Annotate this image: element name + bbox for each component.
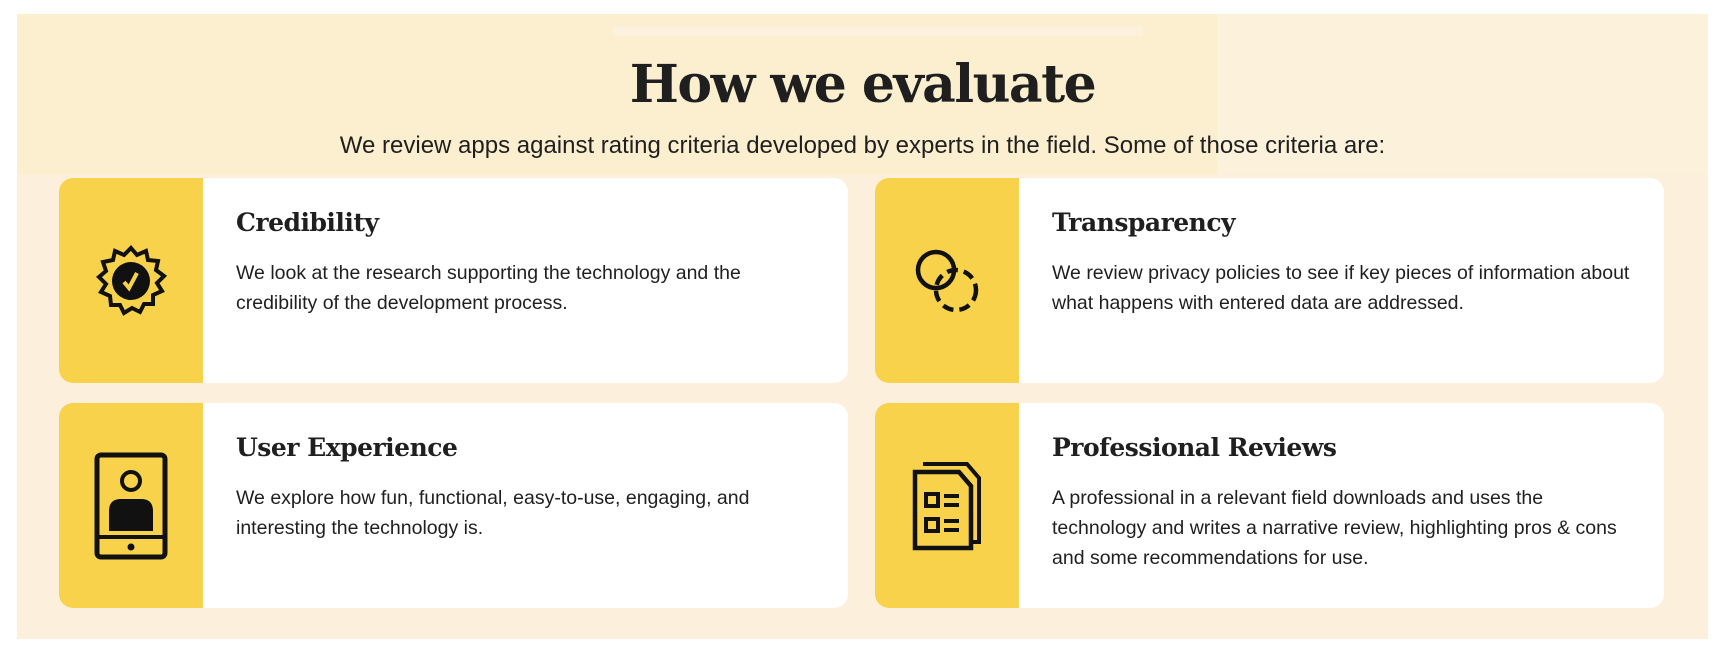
icon-strip xyxy=(59,178,203,383)
background-decoration xyxy=(613,26,1143,36)
icon-strip xyxy=(875,178,1019,383)
criteria-description: A professional in a relevant field downl… xyxy=(1052,487,1617,569)
criteria-title: Professional Reviews xyxy=(1052,433,1337,462)
icon-strip xyxy=(59,403,203,608)
page-subtitle: We review apps against rating criteria d… xyxy=(339,132,1386,159)
criteria-title: Credibility xyxy=(236,208,379,237)
criteria-description: We explore how fun, functional, easy-to-… xyxy=(236,487,750,539)
criteria-card-user-experience: User Experience We explore how fun, func… xyxy=(59,403,848,608)
tablet-user-icon xyxy=(94,452,168,559)
criteria-card-transparency: Transparency We review privacy policies … xyxy=(875,178,1664,383)
page-title: How we evaluate xyxy=(629,54,1097,115)
criteria-card-professional-reviews: Professional Reviews A professional in a… xyxy=(875,403,1664,608)
criteria-card-credibility: Credibility We look at the research supp… xyxy=(59,178,848,383)
criteria-description: We review privacy policies to see if key… xyxy=(1052,262,1630,314)
icon-strip xyxy=(875,403,1019,608)
criteria-title: Transparency xyxy=(1052,208,1236,237)
document-checklist-icon xyxy=(912,461,981,550)
criteria-title: User Experience xyxy=(236,433,458,462)
criteria-description: We look at the research supporting the t… xyxy=(236,262,741,314)
overlapping-circles-icon xyxy=(915,249,979,312)
badge-check-icon xyxy=(96,244,167,316)
